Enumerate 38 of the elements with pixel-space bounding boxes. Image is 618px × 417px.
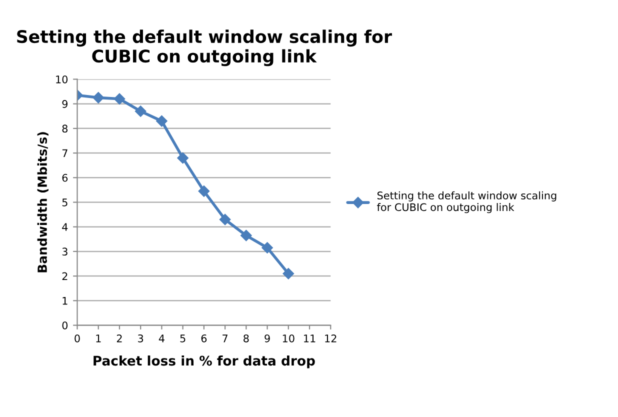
y-tick-label: 5: [62, 198, 68, 206]
point: [262, 242, 273, 254]
x-tick-label: 11: [304, 334, 316, 342]
x-tick-label: 2: [116, 334, 122, 342]
y-tick-label: 3: [62, 248, 68, 256]
point: [92, 92, 104, 104]
x-tick-label: 7: [222, 334, 228, 342]
x-axis-title: Packet loss in % for data drop: [94, 355, 315, 368]
x-tick-label: 5: [180, 334, 186, 342]
y-tick-label: 7: [62, 149, 68, 157]
chart-title: Setting the default window scaling for CUBIC on outgoing link: [17, 30, 392, 66]
x-tick-label: 6: [201, 334, 207, 342]
point: [240, 230, 252, 242]
point: [177, 152, 188, 164]
point: [156, 115, 168, 127]
x-tick-label: 12: [325, 334, 336, 342]
y-tick-label: 4: [62, 223, 68, 231]
y-axis-title: Bandwidth (Mbits/s): [37, 132, 48, 272]
x-tick-label: 8: [244, 334, 249, 342]
point: [282, 268, 294, 280]
point: [134, 106, 146, 117]
x-tick-label: 10: [282, 334, 294, 342]
x-tick-label: 4: [158, 334, 164, 342]
x-tick-label: 9: [264, 334, 270, 342]
point: [198, 186, 210, 197]
y-tick-label: 2: [62, 272, 68, 280]
point: [114, 93, 126, 105]
legend-label: Setting the default window scaling for CUBIC on outgoing link: [377, 191, 556, 214]
x-tick-label: 0: [74, 334, 80, 342]
y-tick-label: 6: [62, 174, 68, 182]
point: [219, 214, 231, 226]
y-tick-label: 9: [62, 100, 68, 108]
y-tick-label: 0: [62, 321, 68, 330]
y-tick-label: 1: [62, 297, 68, 305]
x-tick-label: 1: [96, 334, 101, 342]
y-tick-label: 8: [62, 124, 68, 133]
x-tick-label: 3: [138, 334, 144, 342]
y-tick-label: 10: [56, 75, 68, 84]
